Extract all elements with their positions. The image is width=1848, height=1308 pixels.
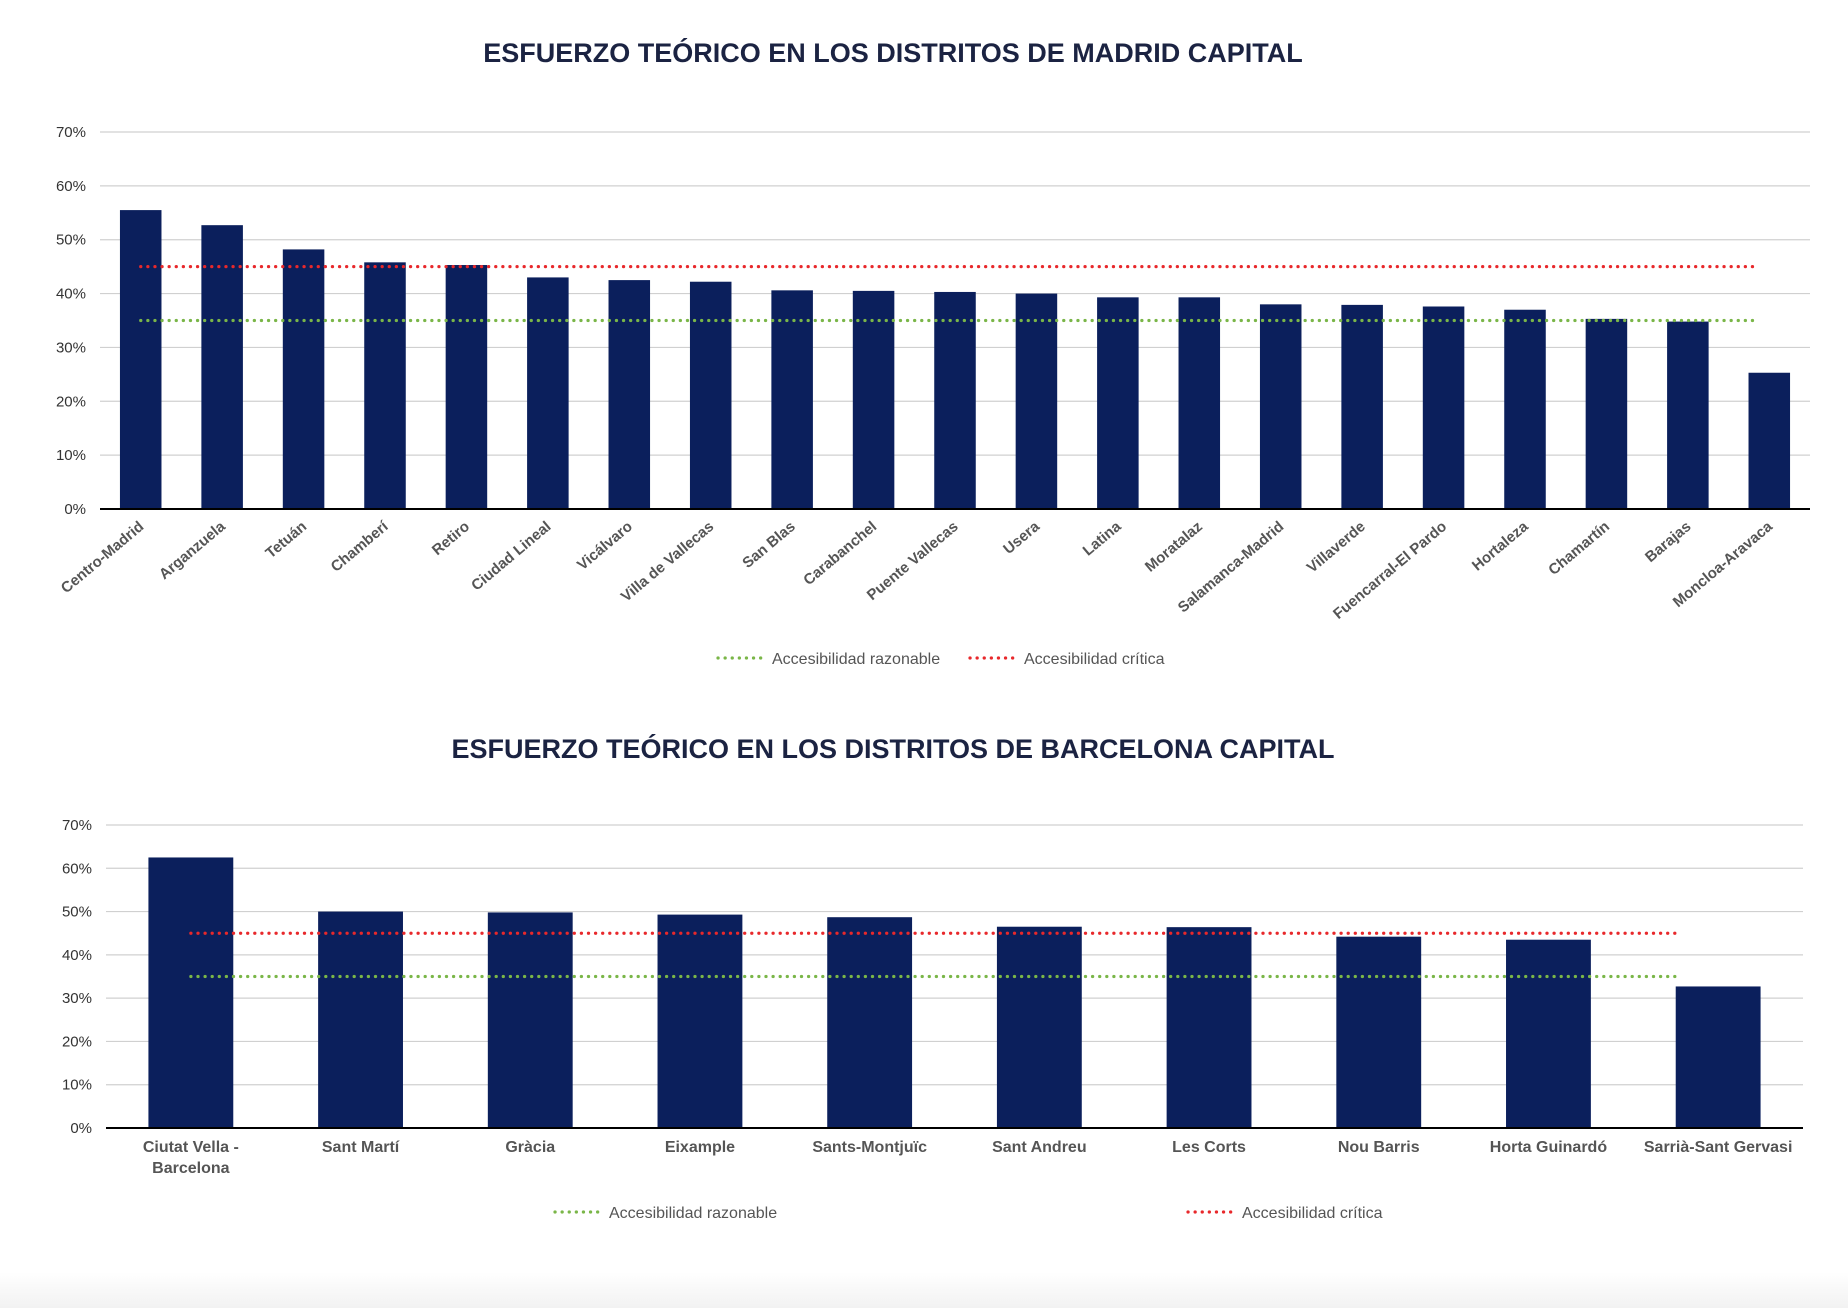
legend-label: Accesibilidad razonable <box>772 651 940 668</box>
bar <box>282 249 325 509</box>
category-label: Arganzuela <box>156 518 229 583</box>
y-tick-label: 70% <box>56 124 86 141</box>
madrid-y-ticks: 0% 10% 20% 30% 40% 50% 60% 70% <box>56 124 86 518</box>
y-tick-label: 30% <box>56 339 86 356</box>
bar <box>1748 372 1791 509</box>
barcelona-reference-lines <box>189 931 1678 979</box>
bar <box>1667 321 1709 509</box>
category-label: Barajas <box>1642 518 1694 566</box>
madrid-chart-title: ESFUERZO TEÓRICO EN LOS DISTRITOS DE MAD… <box>483 37 1303 68</box>
madrid-category-labels: Centro-Madrid Arganzuela Tetuán Chamberí Ret… <box>58 518 1777 623</box>
bar <box>1015 293 1058 509</box>
bar <box>527 277 569 509</box>
bar <box>657 914 743 1128</box>
bar <box>1341 304 1383 509</box>
bar <box>1336 936 1422 1128</box>
barcelona-bars <box>148 857 1761 1128</box>
bar <box>201 225 243 509</box>
bar <box>487 912 573 1128</box>
y-tick-label: 50% <box>62 904 92 921</box>
category-label: Tetuán <box>262 518 310 562</box>
category-label: Retiro <box>429 518 473 559</box>
bar <box>119 210 162 510</box>
bar <box>1585 318 1628 509</box>
y-tick-label: 60% <box>62 860 92 877</box>
barcelona-legend: Accesibilidad razonable Accesibilidad crí… <box>553 1205 1383 1222</box>
madrid-legend: Accesibilidad razonable Accesibilidad crí… <box>716 651 1165 668</box>
category-label: Eixample <box>665 1139 735 1156</box>
y-tick-label: 10% <box>56 447 86 464</box>
category-label: Moratalaz <box>1142 518 1206 575</box>
category-label: Vicálvaro <box>574 518 636 574</box>
bar <box>364 262 406 509</box>
y-tick-label: 30% <box>62 990 92 1007</box>
bar <box>1506 939 1591 1128</box>
bar <box>1097 297 1139 509</box>
bar <box>1675 986 1761 1128</box>
category-label: Sants-Montjuïc <box>812 1139 927 1156</box>
bar <box>445 265 488 509</box>
category-label: Chamartín <box>1545 518 1613 579</box>
barcelona-chart: ESFUERZO TEÓRICO EN LOS DISTRITOS DE BAR… <box>62 733 1803 1222</box>
bar <box>934 291 976 509</box>
bar <box>608 280 651 509</box>
category-label: Latina <box>1080 518 1125 560</box>
madrid-reference-lines <box>139 265 1755 323</box>
barcelona-y-ticks: 0% 10% 20% 30% 40% 50% 60% 70% <box>62 817 92 1137</box>
y-tick-label: 20% <box>62 1033 92 1050</box>
bar <box>996 926 1082 1128</box>
y-tick-label: 70% <box>62 817 92 834</box>
y-tick-label: 60% <box>56 178 86 195</box>
y-tick-label: 50% <box>56 232 86 249</box>
bar <box>827 917 913 1128</box>
category-label: Nou Barris <box>1338 1139 1420 1156</box>
y-tick-label: 0% <box>70 1120 92 1137</box>
category-label: Ciudad Lineal <box>468 518 554 594</box>
madrid-bars <box>119 210 1791 510</box>
category-label: Horta Guinardó <box>1490 1139 1608 1156</box>
bar <box>148 857 234 1128</box>
bar <box>318 911 403 1128</box>
bar <box>771 290 813 509</box>
bar <box>852 290 895 509</box>
category-label: Les Corts <box>1172 1139 1246 1156</box>
bar <box>1259 304 1302 509</box>
category-label: Sarrià-Sant Gervasi <box>1644 1139 1793 1156</box>
category-label: San Blas <box>739 518 798 572</box>
y-tick-label: 0% <box>64 501 86 518</box>
bar <box>1166 927 1252 1128</box>
legend-label: Accesibilidad razonable <box>609 1205 777 1222</box>
bar <box>689 281 732 509</box>
category-label: Sant Andreu <box>992 1139 1087 1156</box>
category-label: Gràcia <box>505 1139 555 1156</box>
legend-label: Accesibilidad crítica <box>1024 651 1165 668</box>
barcelona-chart-title: ESFUERZO TEÓRICO EN LOS DISTRITOS DE BAR… <box>451 733 1334 764</box>
y-tick-label: 40% <box>56 286 86 303</box>
category-label: Chamberí <box>328 518 393 576</box>
category-label: Ciutat Vella -Barcelona <box>143 1139 239 1177</box>
barcelona-category-labels: Ciutat Vella -Barcelona Sant Martí Gràcia E… <box>143 1139 1793 1177</box>
category-label: Sant Martí <box>322 1139 400 1156</box>
bar <box>1422 306 1465 509</box>
legend-label: Accesibilidad crítica <box>1242 1205 1383 1222</box>
category-label: Villaverde <box>1304 518 1369 576</box>
category-label: Usera <box>1000 518 1043 558</box>
page-footer-shade <box>0 1272 1848 1308</box>
category-label: Centro-Madrid <box>58 518 147 597</box>
y-tick-label: 10% <box>62 1077 92 1094</box>
category-label: Hortaleza <box>1469 518 1532 575</box>
bar <box>1178 297 1221 509</box>
category-label: Carabanchel <box>800 518 880 589</box>
y-tick-label: 40% <box>62 947 92 964</box>
bar <box>1504 309 1546 509</box>
madrid-chart: ESFUERZO TEÓRICO EN LOS DISTRITOS DE MAD… <box>56 37 1810 668</box>
y-tick-label: 20% <box>56 393 86 410</box>
